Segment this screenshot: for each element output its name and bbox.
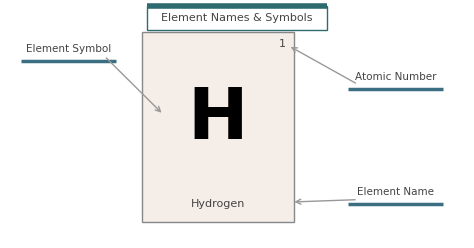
Text: 1: 1 <box>278 39 285 49</box>
Text: Atomic Number: Atomic Number <box>355 72 437 82</box>
Text: Element Names & Symbols: Element Names & Symbols <box>161 13 313 23</box>
Text: Hydrogen: Hydrogen <box>191 199 245 209</box>
Bar <box>147 6 327 30</box>
Text: Element Symbol: Element Symbol <box>26 44 111 54</box>
Text: H: H <box>188 85 248 154</box>
Text: Element Name: Element Name <box>357 187 434 197</box>
Bar <box>142 32 294 222</box>
